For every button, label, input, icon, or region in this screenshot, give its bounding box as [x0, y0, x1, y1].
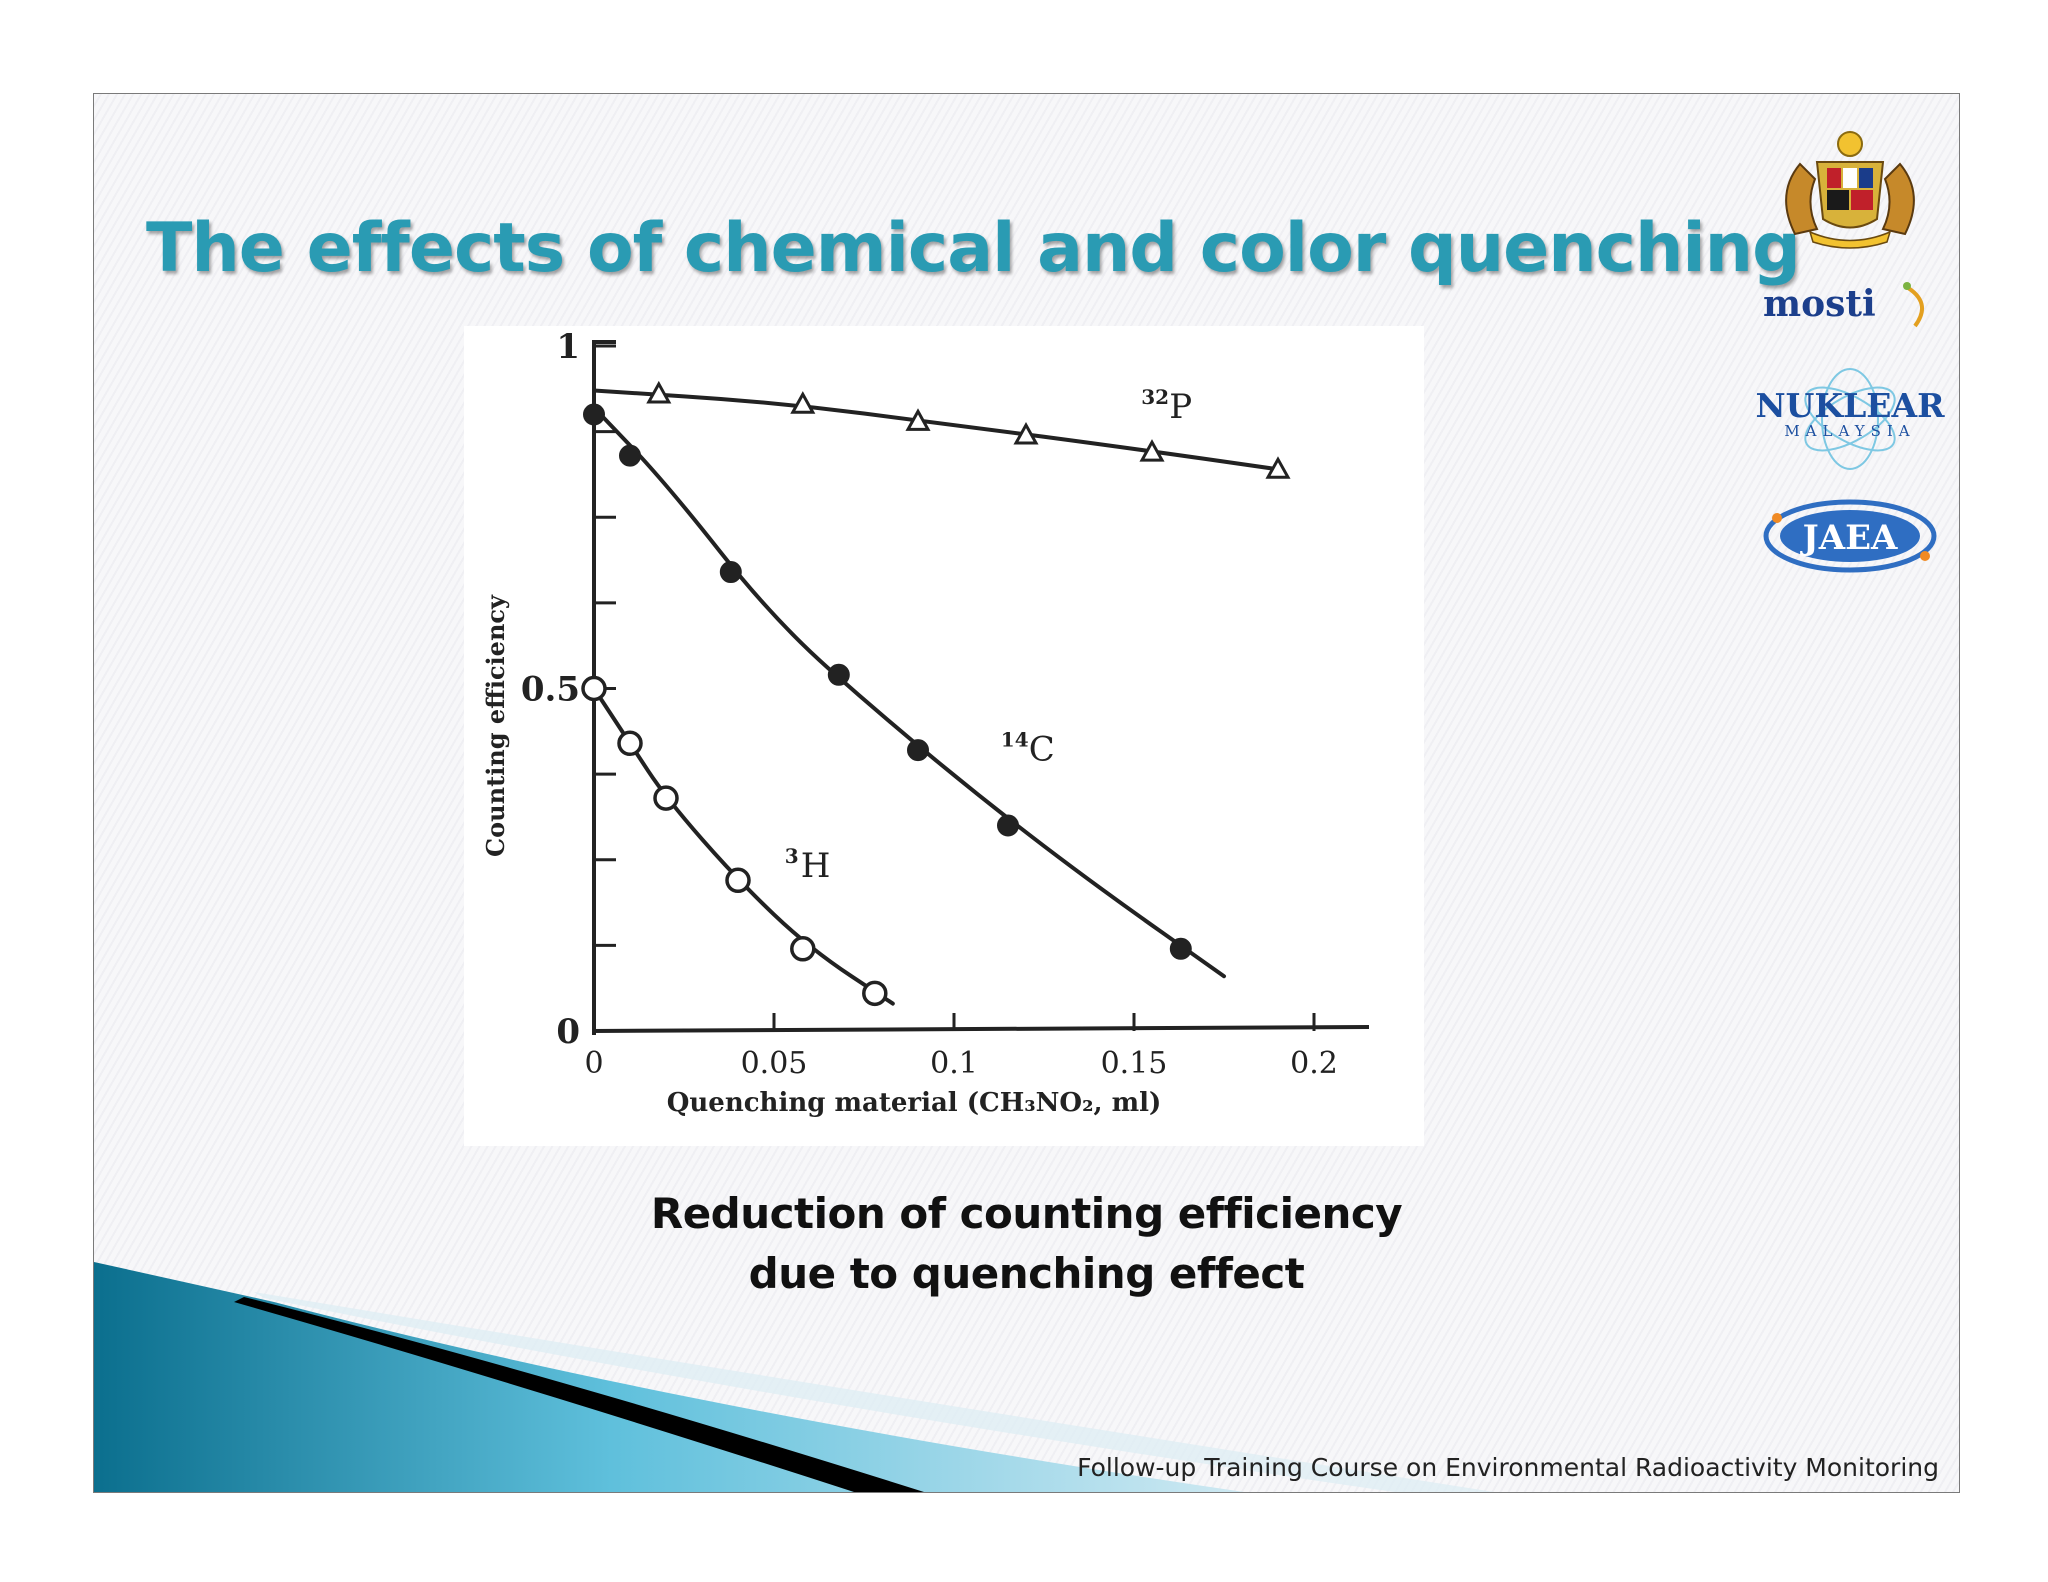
data-point	[1169, 937, 1192, 960]
slide-title: The effects of chemical and color quench…	[146, 209, 1801, 288]
x-axis-line	[591, 1025, 1370, 1033]
series-label-superscript-0: 32	[1141, 385, 1169, 409]
quenching-efficiency-chart: 0 1 0.5 0 0.05 0.1 0.15 0.2 32 P 14 C 3 H Quenching …	[481, 327, 1370, 1118]
chart-caption: Reduction of counting efficiency due to …	[94, 1184, 1959, 1304]
x-tick-label: 0.15	[1101, 1046, 1168, 1081]
series-line-1	[592, 405, 1226, 979]
series-label-1: C	[1029, 729, 1055, 769]
mosti-logo-text: mosti	[1763, 283, 1876, 325]
data-point	[862, 980, 888, 1007]
footer-decorative-band	[94, 1262, 1494, 1492]
chart-curves	[592, 388, 1280, 1006]
data-point	[583, 403, 605, 426]
y-tick-label: 1	[556, 327, 580, 367]
data-point	[790, 936, 816, 962]
data-point	[619, 444, 641, 467]
data-point	[1139, 439, 1165, 462]
data-point	[646, 380, 672, 404]
logo-column: mosti NUKLEAR MALAYSIA JAEA	[1755, 124, 1945, 584]
x-tick-label: 0.1	[930, 1046, 978, 1081]
x-tick-label: 0	[584, 1046, 603, 1081]
chart-markers	[581, 380, 1291, 1007]
data-point	[790, 391, 816, 414]
caption-line-2: due to quenching effect	[748, 1249, 1305, 1298]
series-label-superscript-2: 3	[785, 844, 799, 868]
data-point	[719, 561, 742, 584]
data-point	[617, 730, 643, 757]
data-point	[905, 408, 931, 431]
mosti-logo: mosti	[1763, 282, 1925, 328]
malaysia-coat-of-arms-logo	[1785, 131, 1915, 249]
y-tick-label: 0.5	[521, 670, 580, 710]
data-point	[725, 867, 751, 894]
x-tick-label: 0.2	[1290, 1046, 1338, 1081]
nuklear-logo-text: NUKLEAR	[1755, 386, 1945, 425]
data-point	[1013, 421, 1039, 445]
data-point	[1265, 456, 1291, 479]
series-label-superscript-1: 14	[1001, 727, 1029, 751]
series-label-0: P	[1169, 387, 1192, 427]
data-point	[827, 663, 850, 686]
y-tick-label: 0	[556, 1012, 580, 1052]
x-axis-label: Quenching material (CH₃NO₂, ml)	[667, 1088, 1162, 1118]
chart-axes: 0 1 0.5 0 0.05 0.1 0.15 0.2	[521, 327, 1370, 1081]
chart-labels: 32 P 14 C 3 H	[785, 385, 1192, 886]
series-line-2	[592, 686, 895, 1006]
y-axis-label: Counting efficiency	[481, 594, 510, 857]
series-line-0	[592, 388, 1280, 472]
data-point	[581, 675, 607, 702]
jaea-logo: JAEA	[1763, 499, 1937, 573]
caption-line-1: Reduction of counting efficiency	[650, 1189, 1403, 1238]
jaea-logo-text: JAEA	[1800, 518, 1898, 558]
footer-text: Follow-up Training Course on Environment…	[1077, 1453, 1939, 1482]
chart-panel: 0 1 0.5 0 0.05 0.1 0.15 0.2 32 P 14 C 3 H Quenching …	[464, 326, 1424, 1146]
data-point	[653, 785, 679, 811]
data-point	[907, 739, 929, 762]
data-point	[997, 814, 1019, 837]
slide: The effects of chemical and color quench…	[93, 93, 1960, 1493]
nuklear-malaysia-logo: NUKLEAR MALAYSIA	[1755, 368, 1945, 470]
nuklear-logo-subtext: MALAYSIA	[1784, 422, 1915, 440]
series-label-2: H	[801, 846, 831, 886]
x-tick-label: 0.05	[741, 1046, 808, 1081]
